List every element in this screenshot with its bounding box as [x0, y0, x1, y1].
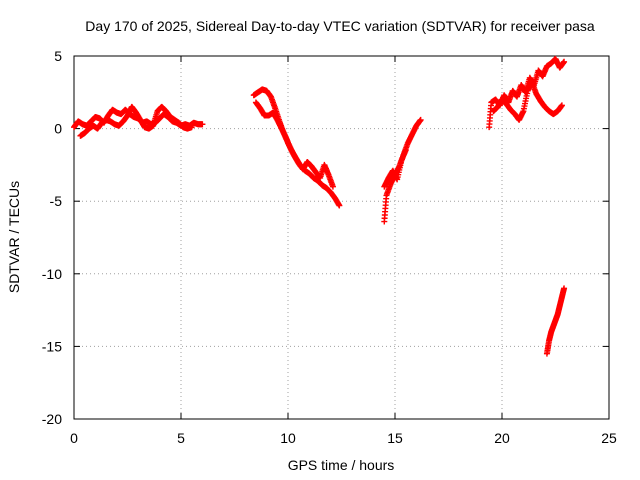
series-arc-2b [252, 99, 336, 190]
series-arc-3b [381, 147, 409, 190]
data-point [199, 121, 206, 128]
x-tick-label: 20 [494, 430, 510, 446]
y-axis-label: SDTVAR / TECUs [6, 181, 22, 293]
series-arc-5 [543, 285, 568, 357]
y-tick-label: 0 [54, 121, 62, 137]
data-point [402, 147, 409, 154]
chart-title: Day 170 of 2025, Sidereal Day-to-day VTE… [85, 18, 595, 34]
y-tick-label: -10 [42, 266, 62, 282]
x-tick-label: 0 [70, 430, 78, 446]
data-point [188, 124, 195, 131]
x-tick-label: 15 [387, 430, 403, 446]
x-tick-label: 25 [601, 430, 617, 446]
data-points [71, 55, 568, 357]
data-point [561, 58, 568, 65]
y-tick-label: -5 [50, 193, 63, 209]
data-point [558, 102, 565, 109]
y-tick-label: 5 [54, 48, 62, 64]
x-tick-label: 5 [177, 430, 185, 446]
y-tick-label: -15 [42, 338, 62, 354]
data-point [417, 116, 424, 123]
plot-frame [73, 55, 610, 420]
y-tick-label: -20 [42, 411, 62, 427]
data-point [561, 285, 568, 292]
data-point [329, 183, 336, 190]
series-arc-1b [77, 103, 195, 139]
x-axis-label: GPS time / hours [288, 457, 395, 473]
axis-ticks [73, 55, 610, 420]
grid [74, 56, 609, 419]
data-point [336, 202, 343, 209]
series-arc-4b [490, 79, 565, 123]
x-tick-label: 10 [280, 430, 296, 446]
